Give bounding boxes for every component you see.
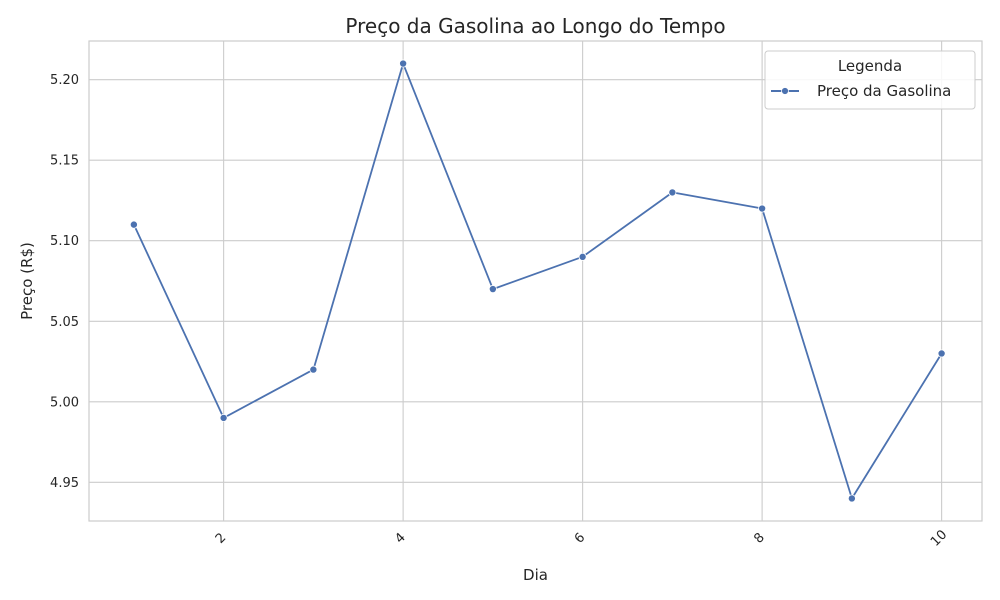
- x-tick-label: 4: [392, 530, 408, 546]
- data-point: [488, 285, 497, 294]
- tick-labels: 2 4 6 8 10 4.95 5.00 5.05 5.10 5.15 5.20: [50, 73, 950, 550]
- y-axis-label: Preço (R$): [18, 242, 36, 320]
- y-tick-label: 5.10: [50, 234, 79, 249]
- y-tick-label: 5.20: [50, 73, 79, 88]
- series-line: [133, 62, 943, 500]
- data-point: [578, 252, 587, 261]
- y-tick-label: 5.05: [50, 315, 79, 330]
- data-point: [129, 220, 138, 229]
- y-tick-label: 5.00: [50, 395, 79, 410]
- legend-title: Legenda: [838, 57, 902, 75]
- data-point: [219, 413, 228, 422]
- grid: [89, 41, 982, 521]
- plot-area-frame: [88, 40, 983, 522]
- data-point: [937, 349, 946, 358]
- data-point: [309, 365, 318, 374]
- y-tick-label: 4.95: [50, 476, 79, 491]
- x-tick-label: 10: [928, 527, 950, 549]
- chart-title: Preço da Gasolina ao Longo do Tempo: [345, 14, 725, 38]
- data-point: [847, 494, 856, 503]
- legend-marker-swatch: [781, 87, 789, 95]
- legend-entry-label: Preço da Gasolina: [817, 82, 951, 100]
- x-axis-label: Dia: [523, 566, 548, 584]
- data-point: [399, 59, 408, 68]
- x-tick-label: 2: [213, 530, 229, 546]
- x-tick-label: 8: [751, 530, 767, 546]
- y-tick-label: 5.15: [50, 154, 79, 169]
- data-point: [758, 204, 767, 213]
- legend: Legenda Preço da Gasolina: [764, 50, 976, 110]
- series-layer: [129, 59, 946, 503]
- data-point: [668, 188, 677, 197]
- legend-box: [764, 50, 976, 110]
- x-tick-label: 6: [572, 530, 588, 546]
